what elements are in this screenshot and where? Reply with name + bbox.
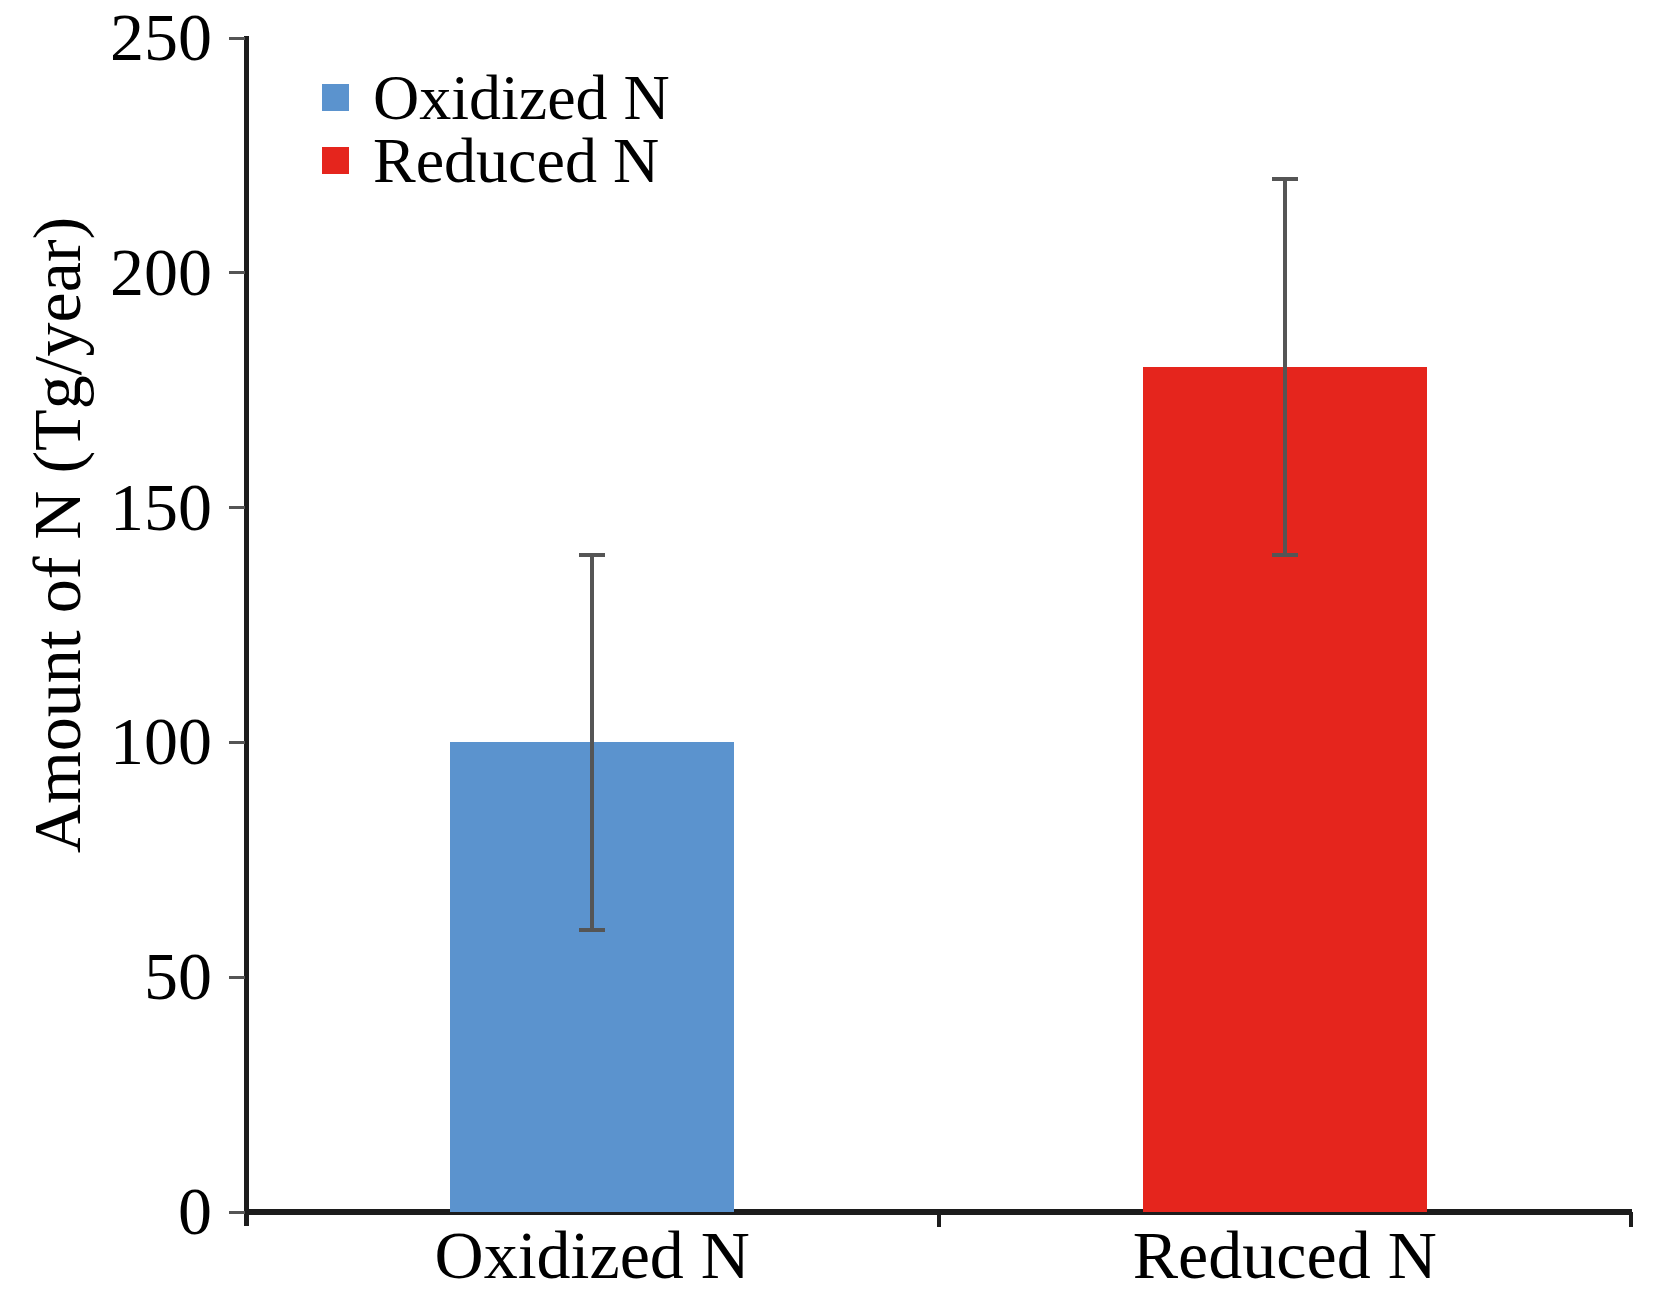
- error-bar-cap-top: [1272, 177, 1298, 181]
- legend: Oxidized NReduced N: [322, 66, 670, 192]
- y-axis-line: [244, 36, 249, 1226]
- legend-item-reduced-n: Reduced N: [322, 129, 670, 192]
- y-tick-label: 0: [0, 1177, 212, 1245]
- x-tick-mark: [937, 1212, 941, 1227]
- oxidized-n-swatch-icon: [322, 84, 349, 111]
- reduced-n-swatch-icon: [322, 147, 349, 174]
- y-tick-label: 50: [0, 942, 212, 1010]
- legend-label: Reduced N: [373, 129, 659, 193]
- error-bar-cap-bottom: [1272, 553, 1298, 557]
- y-tick-label: 150: [0, 472, 212, 540]
- error-bar-line-oxidized-n: [590, 555, 594, 931]
- legend-item-oxidized-n: Oxidized N: [322, 66, 670, 129]
- bar-chart: Amount of N (Tg/year) 050100150200250 Ox…: [0, 0, 1654, 1302]
- y-tick-mark: [229, 976, 245, 979]
- error-bar-line-reduced-n: [1283, 179, 1287, 555]
- y-tick-mark: [229, 506, 245, 509]
- y-tick-label: 250: [0, 3, 212, 71]
- y-tick-mark: [229, 741, 245, 744]
- y-tick-mark: [229, 271, 245, 274]
- legend-label: Oxidized N: [373, 66, 670, 130]
- y-tick-label: 100: [0, 707, 212, 775]
- y-tick-mark: [229, 1211, 245, 1214]
- x-category-label-reduced-n: Reduced N: [985, 1218, 1585, 1293]
- y-tick-mark: [229, 37, 245, 40]
- error-bar-cap-top: [579, 553, 605, 557]
- x-category-label-oxidized-n: Oxidized N: [292, 1218, 892, 1293]
- x-tick-mark: [1629, 1212, 1633, 1227]
- y-tick-label: 200: [0, 237, 212, 305]
- error-bar-cap-bottom: [579, 928, 605, 932]
